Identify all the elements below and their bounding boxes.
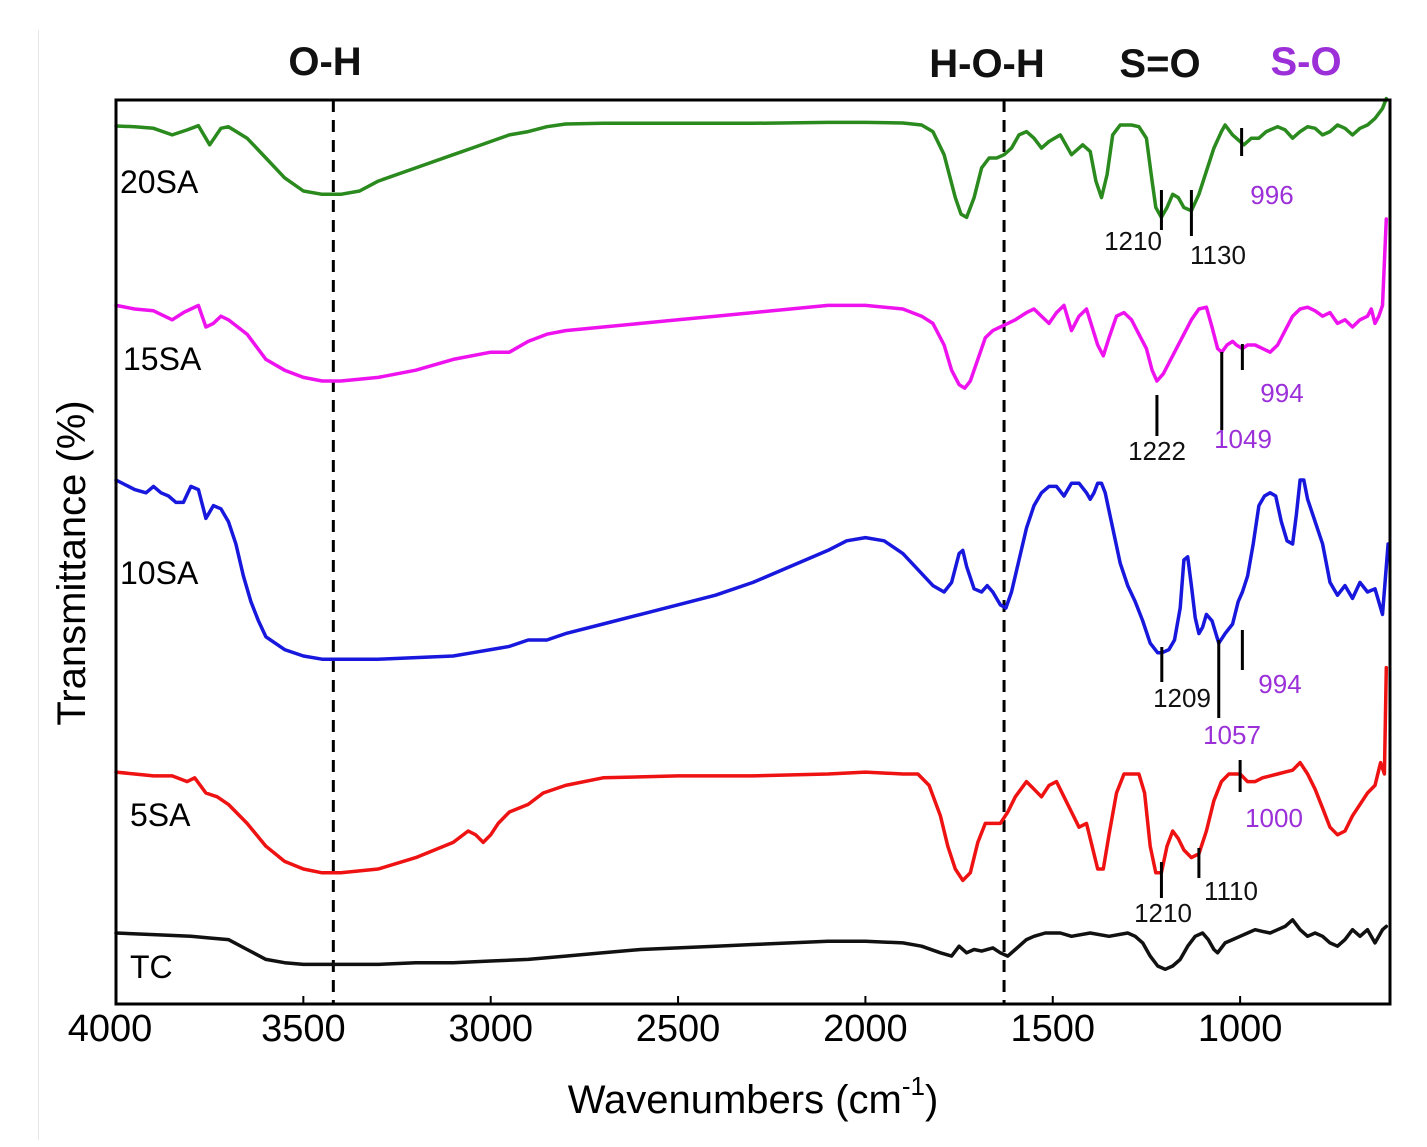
- series-line-20SA: [114, 96, 1389, 220]
- band-label-2: S=O: [1119, 42, 1200, 86]
- series-line-10SA: [114, 478, 1390, 661]
- x-axis-ticks: 4000 3500 3000 2500 2000 1500 1000: [68, 996, 1283, 1050]
- peak-label-5SA-1210: 1210: [1134, 898, 1192, 928]
- band-label-3: S-O: [1270, 40, 1341, 84]
- x-axis-label-suffix: ): [925, 1078, 938, 1122]
- x-tick-label-1000: 1000: [1198, 1008, 1283, 1050]
- peak-label-15SA-994: 994: [1260, 378, 1303, 408]
- series-label-TC: TC: [130, 949, 173, 985]
- peak-label-10SA-1057: 1057: [1203, 720, 1261, 750]
- peak-label-20SA-1210: 1210: [1104, 226, 1162, 256]
- x-tick-label-3500: 3500: [261, 1008, 346, 1050]
- series-labels: 20SA 15SA 10SA 5SA TC: [120, 164, 202, 985]
- band-labels: O-H H-O-H S=O S-O: [288, 40, 1341, 86]
- band-label-0: O-H: [288, 40, 361, 84]
- series-line-5SA: [114, 665, 1389, 883]
- peak-label-20SA-996: 996: [1250, 180, 1293, 210]
- series-label-15SA: 15SA: [123, 341, 202, 377]
- peak-label-10SA-1209: 1209: [1153, 683, 1211, 713]
- x-axis-label-sup: -1: [902, 1071, 925, 1101]
- peak-label-20SA-1130: 1130: [1190, 240, 1246, 270]
- series-line-TC: [114, 918, 1389, 972]
- series-label-10SA: 10SA: [120, 555, 199, 591]
- peak-label-5SA-1000: 1000: [1245, 803, 1303, 833]
- spectra-series: [114, 96, 1390, 972]
- peak-label-15SA-1049: 1049: [1214, 424, 1272, 454]
- plot-frame: [114, 98, 1392, 1006]
- peak-label-5SA-1110: 1110: [1204, 876, 1258, 906]
- left-edge-rule: [38, 30, 39, 1140]
- y-axis-label: Transmittance (%): [50, 400, 94, 725]
- x-axis-label-main: Wavenumbers (cm: [568, 1078, 902, 1122]
- x-axis-label: Wavenumbers (cm-1): [568, 1071, 939, 1122]
- x-tick-label-4000: 4000: [68, 1008, 153, 1050]
- series-line-15SA: [114, 217, 1389, 390]
- x-tick-label-2500: 2500: [636, 1008, 721, 1050]
- series-label-20SA: 20SA: [120, 164, 199, 200]
- x-tick-label-2000: 2000: [823, 1008, 908, 1050]
- peak-label-10SA-994: 994: [1258, 669, 1301, 699]
- band-label-1: H-O-H: [929, 42, 1045, 86]
- x-tick-label-1500: 1500: [1010, 1008, 1095, 1050]
- series-label-5SA: 5SA: [130, 797, 191, 833]
- band-marker-lines: [331, 100, 1006, 1004]
- peak-label-15SA-1222: 1222: [1128, 436, 1186, 466]
- x-tick-label-3000: 3000: [448, 1008, 533, 1050]
